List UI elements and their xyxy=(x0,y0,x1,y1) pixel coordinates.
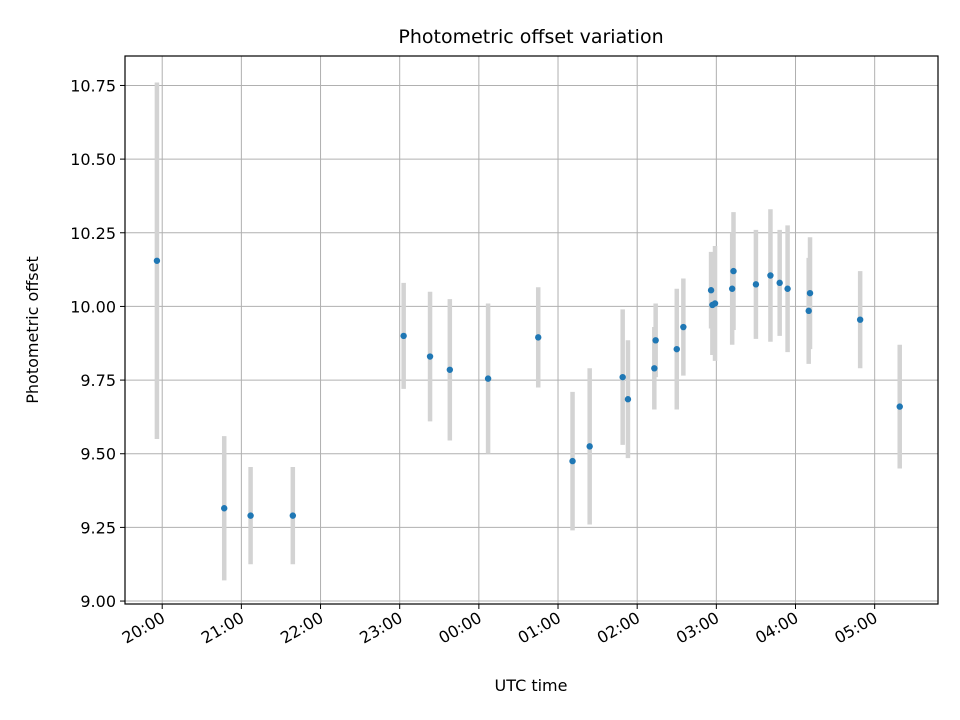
data-point xyxy=(569,457,576,465)
y-tick-label: 10.50 xyxy=(70,150,116,169)
y-tick-label: 10.00 xyxy=(70,297,116,316)
data-point xyxy=(728,285,736,292)
data-point xyxy=(776,279,783,287)
data-point xyxy=(221,505,228,512)
y-tick-label: 9.75 xyxy=(80,371,116,390)
y-tick-label: 9.50 xyxy=(80,445,116,464)
data-point xyxy=(707,287,715,294)
y-tick-label: 10.75 xyxy=(70,76,116,95)
data-point xyxy=(426,353,434,360)
data-point xyxy=(752,281,760,288)
data-point xyxy=(624,396,632,403)
x-axis-label: UTC time xyxy=(495,676,568,695)
data-point xyxy=(673,345,680,353)
data-point xyxy=(535,334,542,341)
data-point xyxy=(619,373,626,381)
plot-frame xyxy=(124,55,939,605)
data-point xyxy=(711,300,719,307)
data-point xyxy=(856,316,864,323)
data-point xyxy=(652,337,659,344)
y-tick-label: 10.25 xyxy=(70,224,116,243)
data-point xyxy=(784,285,791,292)
data-point xyxy=(586,443,593,450)
y-axis-ticks: 9.00 9.25 9.50 9.75 10.00 10.25 10.50 10.75 xyxy=(70,76,125,611)
data-point xyxy=(806,289,814,297)
data-point xyxy=(651,365,658,372)
data-point xyxy=(289,512,297,519)
data-point xyxy=(680,323,687,331)
data-point xyxy=(805,307,812,315)
data-point xyxy=(400,332,407,340)
data-point xyxy=(247,512,254,519)
chart-title: Photometric offset variation xyxy=(398,26,663,48)
data-point xyxy=(484,375,492,382)
data-point xyxy=(767,272,774,279)
y-tick-label: 9.00 xyxy=(80,592,116,611)
grid xyxy=(125,56,938,604)
y-axis-label: Photometric offset xyxy=(23,256,42,404)
data-markers xyxy=(153,257,903,519)
data-point xyxy=(896,403,903,410)
y-tick-label: 9.25 xyxy=(80,518,116,537)
data-point xyxy=(446,366,454,373)
data-point xyxy=(730,267,737,275)
data-point xyxy=(153,257,161,264)
